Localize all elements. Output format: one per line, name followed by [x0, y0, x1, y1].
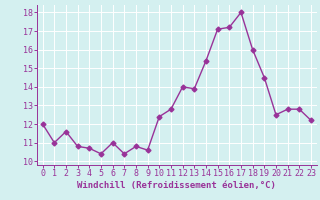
X-axis label: Windchill (Refroidissement éolien,°C): Windchill (Refroidissement éolien,°C) [77, 181, 276, 190]
